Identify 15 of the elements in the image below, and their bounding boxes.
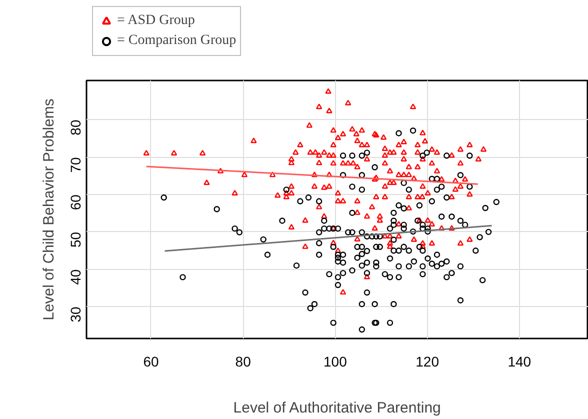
y-axis-title: Level of Child Behavior Problems [40,98,58,320]
x-tick-label: 80 [235,354,252,370]
x-tick-label: 120 [416,354,440,370]
x-axis-title: Level of Authoritative Parenting [233,400,441,416]
y-tick-label: 80 [68,120,84,136]
y-tick-label: 40 [68,269,84,285]
y-tick-label: 50 [68,232,84,248]
x-tick-label: 140 [508,354,532,370]
y-tick-label: 70 [68,156,84,173]
x-tick-label: 60 [143,354,159,370]
legend-label: = ASD Group [117,13,195,29]
x-tick-label: 100 [324,354,348,370]
y-tick-label: 60 [68,194,84,210]
y-tick-label: 30 [68,306,84,322]
legend-label: = Comparison Group [117,33,236,49]
